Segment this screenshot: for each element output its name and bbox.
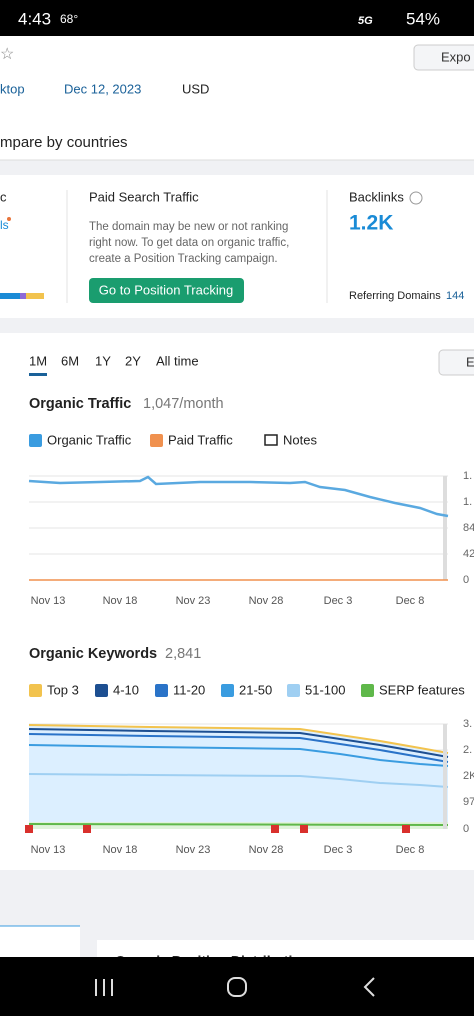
keywords-value: 2,841 (165, 646, 201, 662)
dot (7, 217, 11, 221)
bar (26, 293, 44, 299)
nav-icons (95, 977, 375, 997)
tab[interactable]: 1M (29, 353, 47, 368)
legend: 4-10 (113, 682, 139, 697)
checkbox[interactable] (29, 684, 42, 697)
tab[interactable]: 2Y (125, 353, 141, 368)
export-button[interactable] (413, 44, 474, 71)
keyword-lines (28, 724, 449, 826)
left-title: c (0, 189, 7, 204)
y-tick: 0 (463, 574, 469, 586)
currency[interactable]: USD (182, 81, 209, 96)
star-icon: ☆ (0, 46, 14, 63)
x-tick: Nov 28 (249, 595, 284, 607)
x-tick: Nov 18 (103, 844, 138, 856)
paid-message: right now. To get data on organic traffi… (89, 237, 289, 249)
checkbox[interactable] (155, 684, 168, 697)
y-tick: 1. (463, 470, 472, 482)
legend: Top 3 (47, 682, 79, 697)
paid-message: The domain may be new or not ranking (89, 221, 288, 233)
ref-value[interactable]: 144 (446, 290, 464, 302)
status-bar (0, 0, 474, 36)
nav-bar (0, 957, 474, 1016)
legend: Paid Traffic (168, 432, 233, 447)
x-tick: Dec 8 (396, 595, 425, 607)
x-tick: Nov 13 (31, 595, 66, 607)
x-tick: Dec 3 (324, 595, 353, 607)
device[interactable]: ktop (0, 81, 25, 96)
network: 5G (358, 15, 373, 27)
tab-underline (29, 373, 47, 376)
legend: Organic Traffic (47, 432, 132, 447)
traffic-value: 1,047/month (143, 396, 224, 412)
organic-line (28, 475, 449, 518)
x-tick: Nov 18 (103, 595, 138, 607)
traffic-title: Organic Traffic (29, 396, 131, 412)
temp: 68° (60, 12, 78, 26)
y-tick: 84 (463, 522, 474, 534)
flags (25, 825, 410, 833)
compare[interactable]: mpare by countries (0, 134, 128, 151)
x-tick: Nov 13 (31, 844, 66, 856)
x-tick: Dec 3 (324, 844, 353, 856)
checkbox[interactable] (361, 684, 374, 697)
paid-title: Paid Search Traffic (89, 189, 199, 204)
time: 4:43 (18, 9, 51, 28)
ref-label: Referring Domains (349, 290, 441, 302)
checkbox[interactable] (150, 434, 163, 447)
battery: 54% (406, 9, 440, 28)
tracking-button[interactable] (89, 278, 244, 303)
checkbox[interactable] (221, 684, 234, 697)
date[interactable]: Dec 12, 2023 (64, 81, 141, 96)
notes-icon (264, 434, 278, 446)
keywords-area (29, 725, 448, 829)
legend: 21-50 (239, 682, 272, 697)
y-tick: 97 (463, 796, 474, 808)
legend: 11-20 (173, 682, 205, 697)
backlinks-value: 1.2K (349, 212, 393, 235)
tracking-label: Go to Position Tracking (99, 282, 233, 297)
y-tick: 42 (463, 548, 474, 560)
x-tick: Nov 28 (249, 844, 284, 856)
backlinks-title: Backlinks (349, 189, 404, 204)
x-tick: Nov 23 (176, 595, 211, 607)
left-link: ls (0, 218, 9, 232)
y-tick: 1. (463, 496, 472, 508)
header-bg (0, 36, 474, 160)
y-tick: 2. (463, 744, 472, 756)
export-button[interactable] (438, 349, 474, 376)
x-tick: Dec 8 (396, 844, 425, 856)
x-tick: Nov 23 (176, 844, 211, 856)
export-label: E (466, 354, 474, 369)
checkbox[interactable] (29, 434, 42, 447)
legend: SERP features (379, 682, 465, 697)
paid-message: create a Position Tracking campaign. (89, 253, 278, 265)
checkbox[interactable] (95, 684, 108, 697)
bar (0, 293, 20, 299)
y-tick: 2K (463, 770, 474, 782)
export-label: Expo (441, 49, 471, 64)
y-tick: 3. (463, 718, 472, 730)
bar (20, 293, 26, 299)
tab[interactable]: All time (156, 353, 199, 368)
tab[interactable]: 6M (61, 353, 79, 368)
info-icon (409, 191, 423, 205)
keywords-title: Organic Keywords (29, 646, 157, 662)
y-tick: 0 (463, 823, 469, 835)
tab[interactable]: 1Y (95, 353, 111, 368)
checkbox[interactable] (287, 684, 300, 697)
notes[interactable]: Notes (283, 432, 317, 447)
legend: 51-100 (305, 682, 345, 697)
